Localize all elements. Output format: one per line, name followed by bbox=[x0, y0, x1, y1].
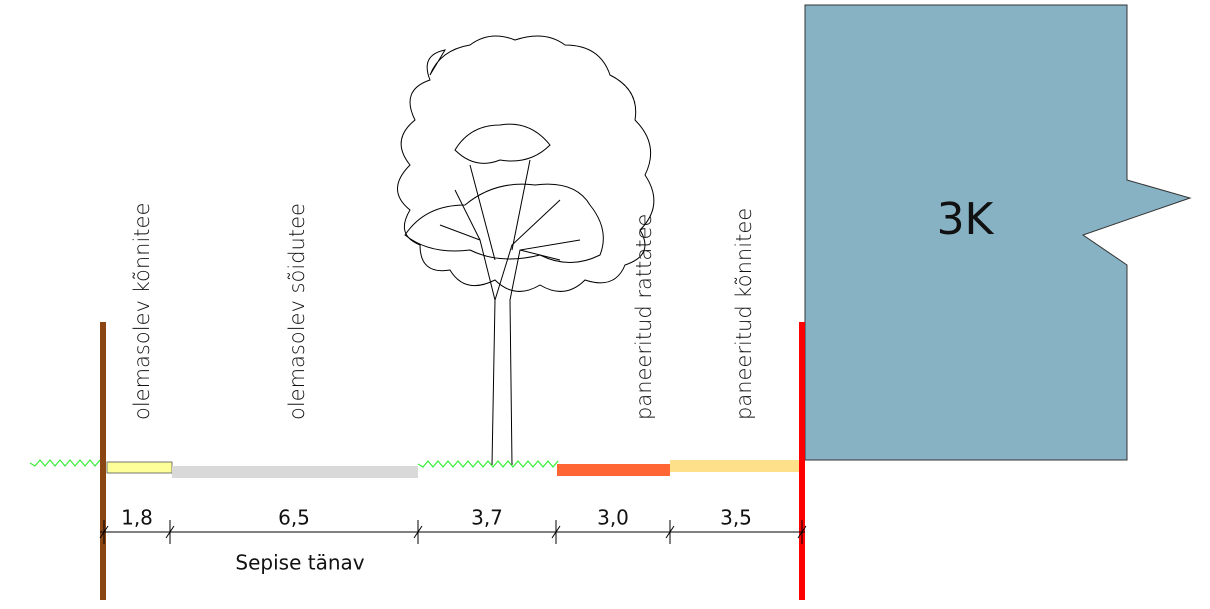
segment-width: 3,5 bbox=[720, 506, 752, 530]
street-name: Sepise tänav bbox=[235, 551, 364, 575]
bike-path bbox=[557, 464, 670, 476]
dimension-tick bbox=[551, 525, 561, 539]
segment-width: 1,8 bbox=[121, 506, 153, 530]
dimension-tick bbox=[99, 525, 109, 539]
planned-sidewalk bbox=[670, 460, 800, 472]
existing-road bbox=[172, 466, 418, 478]
segment-label: olemasolev kõnnitee bbox=[130, 203, 154, 420]
building-label: 3K bbox=[937, 194, 995, 245]
segment-label: olemasolev sõidutee bbox=[285, 203, 309, 420]
dimension-tick bbox=[665, 525, 675, 539]
dimension-tick bbox=[165, 525, 175, 539]
existing-sidewalk bbox=[106, 461, 173, 474]
existing-boundary bbox=[100, 322, 106, 600]
dimension-tick bbox=[413, 525, 423, 539]
tree bbox=[397, 35, 655, 466]
grass bbox=[29, 459, 101, 467]
segment-width: 3,7 bbox=[471, 506, 503, 530]
dimension-tick bbox=[797, 525, 807, 539]
segment-label: paneeritud kõnnitee bbox=[732, 208, 756, 420]
segment-width: 3,0 bbox=[597, 506, 629, 530]
segment-label: paneeritud rattatee bbox=[632, 214, 656, 420]
building bbox=[804, 4, 1192, 461]
grass bbox=[417, 460, 559, 468]
planned-boundary bbox=[799, 322, 805, 600]
segment-width: 6,5 bbox=[278, 506, 310, 530]
